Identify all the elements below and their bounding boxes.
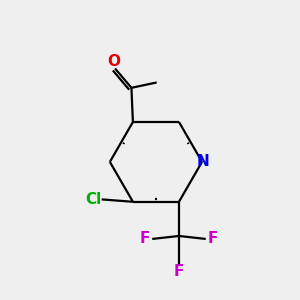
Text: F: F [208,231,218,246]
Text: O: O [108,55,121,70]
Text: F: F [174,264,184,279]
Text: F: F [140,231,150,246]
Text: Cl: Cl [85,192,101,207]
Text: N: N [197,154,210,169]
